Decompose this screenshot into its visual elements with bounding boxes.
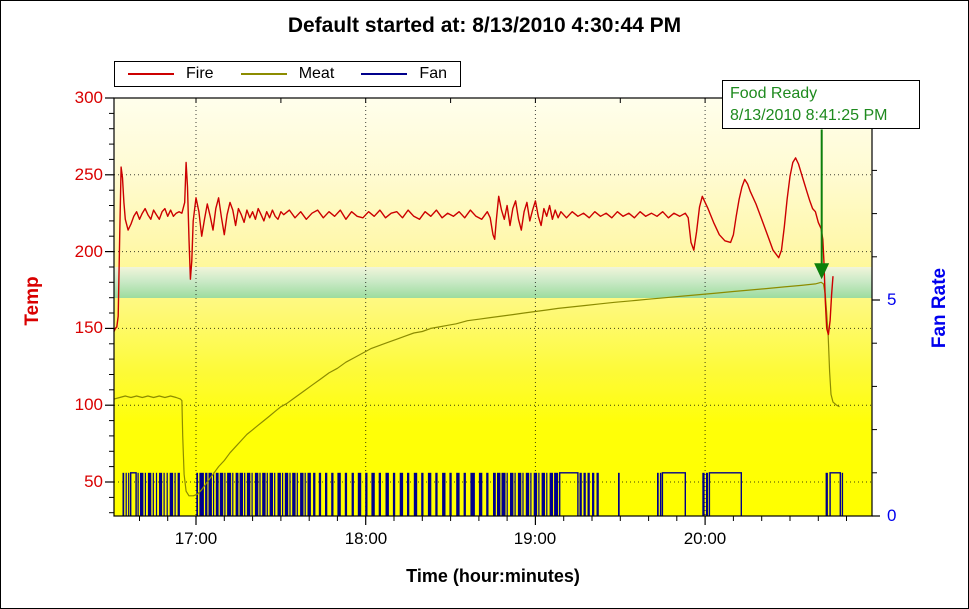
temp-tick-label: 100 (74, 395, 103, 414)
fan-tick-label: 5 (887, 290, 897, 309)
temp-axis-title: Temp (22, 276, 43, 326)
legend-label-fan: Fan (419, 65, 447, 82)
temp-tick-label: 300 (74, 88, 103, 107)
time-axis-title: Time (hour:minutes) (406, 566, 580, 586)
annotation-line1: Food Ready (730, 85, 818, 102)
food-ready-annotation: Food Ready 8/13/2010 8:41:25 PM (722, 80, 920, 129)
meat-line-swatch (240, 73, 287, 75)
target-temp-band (114, 266, 872, 298)
chart-title: Default started at: 8/13/2010 4:30:44 PM (287, 14, 682, 37)
temp-tick-label: 150 (74, 318, 103, 337)
temp-tick-label: 250 (74, 165, 103, 184)
legend-item-meat: Meat (240, 65, 335, 83)
time-tick-label: 17:00 (174, 529, 218, 548)
time-tick-label: 20:00 (683, 529, 727, 548)
annotation-line2: 8/13/2010 8:41:25 PM (730, 107, 888, 124)
fan-line-swatch (361, 73, 408, 75)
temp-tick-label: 200 (74, 242, 103, 261)
legend-label-meat: Meat (298, 65, 335, 82)
legend-item-fan: Fan (361, 65, 447, 83)
legend-item-fire: Fire (128, 65, 214, 83)
fire-line-swatch (128, 73, 174, 75)
time-tick-label: 18:00 (344, 529, 388, 548)
fan-rate-axis-title: Fan Rate (929, 267, 950, 349)
plot-area (114, 98, 872, 516)
fan-tick-label: 0 (887, 506, 897, 525)
legend-label-fire: Fire (186, 65, 214, 82)
legend: Fire Meat Fan (114, 61, 461, 87)
time-tick-label: 19:00 (513, 529, 557, 548)
temp-tick-label: 50 (84, 472, 103, 491)
